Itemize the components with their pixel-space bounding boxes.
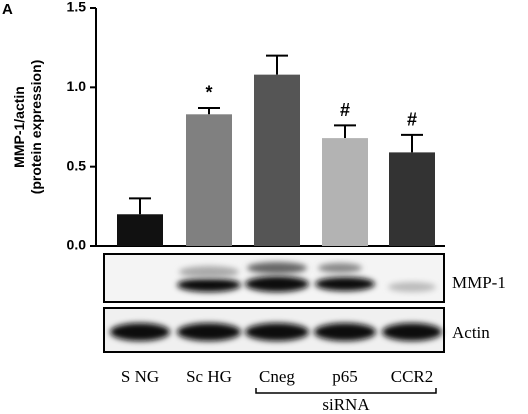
y-axis-label: (protein expression) xyxy=(28,60,44,195)
y-tick-label: 0.0 xyxy=(67,237,87,253)
blot-label: Actin xyxy=(452,323,490,342)
bar xyxy=(186,114,232,246)
blot-mmp1 xyxy=(103,253,445,303)
blot-actin xyxy=(103,307,445,353)
group-bracket xyxy=(255,388,437,394)
bar xyxy=(389,152,435,246)
bar xyxy=(322,138,368,246)
significance-mark: # xyxy=(340,100,350,120)
panel-label: A xyxy=(2,1,13,18)
x-tick-label: S NG xyxy=(121,367,159,386)
y-tick-label: 1.5 xyxy=(67,0,87,15)
x-tick-label: Sc HG xyxy=(186,367,232,386)
group-label: siRNA xyxy=(322,395,370,414)
x-tick-label: Cneg xyxy=(259,367,295,386)
significance-mark: # xyxy=(407,110,417,130)
x-tick-label: p65 xyxy=(332,367,358,386)
y-axis-label: MMP-1/actin xyxy=(11,86,27,168)
y-tick-label: 0.5 xyxy=(67,157,87,173)
bar xyxy=(254,74,300,246)
bar xyxy=(117,214,163,246)
y-tick-label: 1.0 xyxy=(67,78,87,94)
blot-label: MMP-1 xyxy=(452,273,506,292)
x-tick-label: CCR2 xyxy=(391,367,434,386)
significance-mark: * xyxy=(205,83,212,103)
